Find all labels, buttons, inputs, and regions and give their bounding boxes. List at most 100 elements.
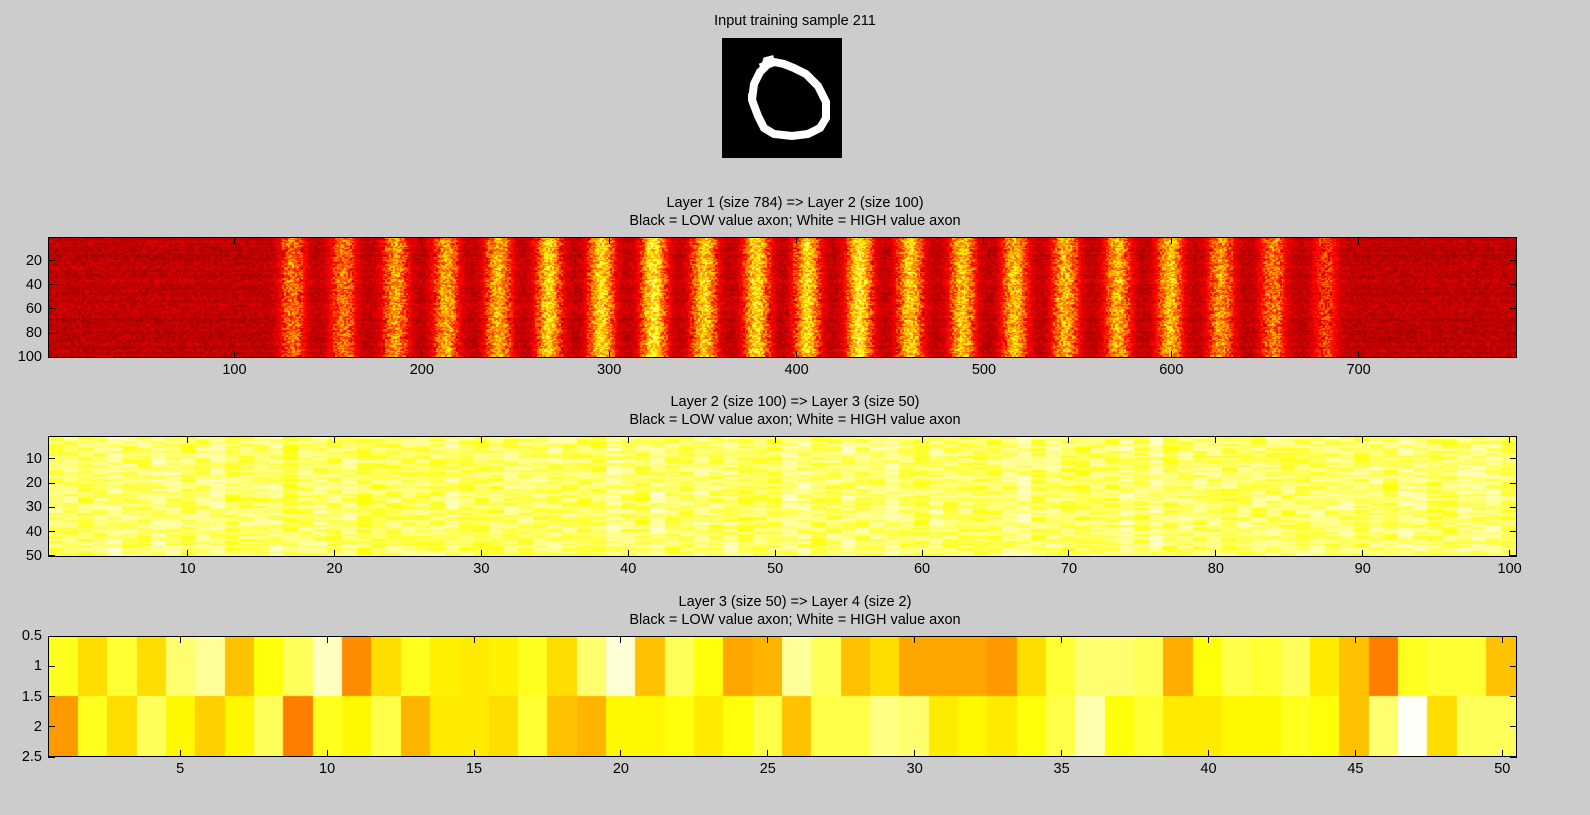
heatmap2-xtick-mark: [187, 550, 189, 557]
heatmap3-xtick-label: 50: [1494, 761, 1511, 777]
heatmap3-xtick-label: 45: [1347, 761, 1364, 777]
heatmap2-ytick-label: 30: [25, 499, 42, 516]
heatmap1-ytick-mark: [48, 356, 55, 358]
heatmap3-ytick-label: 0.5: [21, 628, 42, 644]
heatmap2-image: [49, 437, 1516, 556]
heatmap1-ytick-label: 20: [25, 252, 42, 269]
heatmap3-xtick-label: 30: [906, 761, 923, 777]
heatmap3-xtick-mark: [1208, 750, 1209, 757]
heatmap3-ytick-mark: [1510, 635, 1517, 637]
heatmap3-ytick-label: 1.5: [21, 688, 42, 705]
heatmap3-ytick-label: 2.5: [21, 749, 42, 765]
heatmap3-xtick-mark: [767, 750, 769, 757]
heatmap2-xtick-mark: [1362, 436, 1364, 443]
heatmap2-xtick-label: 10: [179, 561, 196, 577]
heatmap2-ytick-label: 50: [25, 547, 42, 564]
heatmap2-subtitle: Black = LOW value axon; White = HIGH val…: [629, 412, 961, 428]
heatmap2-ytick-mark: [48, 555, 55, 557]
heatmap1-ytick-mark: [1510, 356, 1517, 358]
heatmap2-xtick-mark: [333, 550, 335, 557]
heatmap2-xtick-mark: [774, 550, 776, 557]
heatmap3-xtick-mark: [620, 750, 622, 757]
heatmap3-ytick-mark: [48, 665, 55, 667]
heatmap2-xtick-mark: [1509, 436, 1511, 443]
heatmap3-xtick-label: 15: [465, 761, 483, 777]
heatmap1-title: Layer 1 (size 784) => Layer 2 (size 100): [666, 195, 924, 211]
heatmap1-xtick-mark: [421, 351, 423, 358]
heatmap2-ytick-mark: [48, 458, 55, 460]
heatmap3-ytick-label: 2: [33, 718, 42, 735]
heatmap1-xtick-mark: [983, 237, 985, 244]
heatmap1-axes: [48, 237, 1517, 358]
heatmap1-xtick-mark: [1170, 237, 1172, 244]
heatmap1-xtick-mark: [1358, 351, 1360, 358]
heatmap1-xtick-label: 300: [597, 362, 622, 378]
heatmap3-xtick-label: 40: [1200, 761, 1217, 777]
heatmap3-xtick-mark: [179, 750, 181, 757]
heatmap2-xtick-mark: [480, 436, 482, 443]
heatmap2-ytick-mark: [48, 531, 55, 533]
heatmap1-ytick-mark: [48, 260, 55, 262]
heatmap2-axes: [48, 436, 1517, 557]
heatmap3-axes: [48, 636, 1517, 757]
heatmap2-xtick-mark: [1068, 436, 1070, 443]
heatmap2-xtick-label: 30: [473, 561, 490, 577]
heatmap2-ytick-mark: [1510, 458, 1517, 460]
input-digit-image: [722, 38, 842, 158]
heatmap3-xtick-mark: [767, 636, 769, 643]
heatmap1-xtick-mark: [233, 237, 235, 244]
heatmap3-ytick-mark: [48, 696, 55, 697]
heatmap2-xtick-mark: [921, 550, 923, 557]
heatmap2-ytick-mark: [48, 482, 55, 484]
heatmap2-xtick-mark: [627, 550, 629, 557]
heatmap1-xtick-mark: [983, 351, 985, 358]
heatmap2-ytick-label: 20: [25, 475, 42, 492]
heatmap2-xtick-mark: [1215, 436, 1217, 443]
heatmap3-xtick-mark: [1061, 750, 1063, 757]
heatmap3-xtick-mark: [620, 636, 622, 643]
heatmap2-xtick-mark: [1362, 550, 1364, 557]
heatmap1-subtitle: Black = LOW value axon; White = HIGH val…: [629, 213, 961, 229]
heatmap3-ytick-label: 1: [33, 658, 42, 675]
heatmap3-ytick-mark: [1510, 726, 1517, 728]
heatmap1-xtick-mark: [796, 237, 798, 244]
heatmap2-title: Layer 2 (size 100) => Layer 3 (size 50): [670, 394, 920, 410]
heatmap1-xtick-label: 500: [971, 362, 997, 378]
heatmap1-ytick-mark: [1510, 284, 1517, 286]
heatmap3-xtick-mark: [326, 750, 328, 757]
heatmap2-xtick-label: 100: [1497, 561, 1522, 577]
heatmap2-ytick-mark: [1510, 482, 1517, 484]
heatmap2-xtick-mark: [921, 436, 923, 443]
heatmap2-ytick-mark: [48, 506, 55, 508]
heatmap2-xtick-mark: [1215, 550, 1217, 557]
heatmap1-xtick-label: 600: [1159, 362, 1184, 378]
heatmap3-xtick-label: 5: [176, 761, 185, 777]
heatmap3-ytick-mark: [1510, 696, 1517, 697]
heatmap1-ytick-mark: [48, 284, 55, 286]
heatmap1-xtick-mark: [233, 351, 235, 358]
heatmap2-ytick-mark: [1510, 555, 1517, 557]
heatmap3-xtick-mark: [1501, 636, 1503, 643]
heatmap1-xtick-mark: [1358, 237, 1360, 244]
heatmap2-xtick-label: 40: [620, 561, 637, 577]
heatmap3-xtick-mark: [326, 636, 328, 643]
heatmap3-ytick-mark: [48, 756, 55, 758]
heatmap1-ytick-label: 80: [25, 325, 42, 342]
heatmap1-ytick-mark: [48, 332, 55, 334]
heatmap1-xtick-label: 200: [409, 362, 434, 378]
heatmap2-xtick-label: 50: [767, 561, 784, 577]
heatmap2-xtick-label: 80: [1207, 561, 1224, 577]
heatmap3-xtick-mark: [914, 750, 916, 757]
heatmap1-ytick-mark: [1510, 308, 1517, 310]
heatmap2-xtick-mark: [1068, 550, 1070, 557]
heatmap1-xtick-mark: [608, 237, 610, 244]
heatmap3-xtick-mark: [473, 750, 475, 757]
heatmap1-ytick-label: 40: [25, 276, 42, 293]
heatmap3-ytick-mark: [48, 635, 55, 637]
heatmap2-xtick-label: 20: [326, 561, 343, 577]
heatmap2-ytick-mark: [1510, 506, 1517, 508]
heatmap2-xtick-label: 70: [1060, 561, 1078, 577]
heatmap1-image: [49, 238, 1516, 357]
heatmap2-xtick-mark: [627, 436, 629, 443]
heatmap3-ytick-mark: [48, 726, 55, 728]
